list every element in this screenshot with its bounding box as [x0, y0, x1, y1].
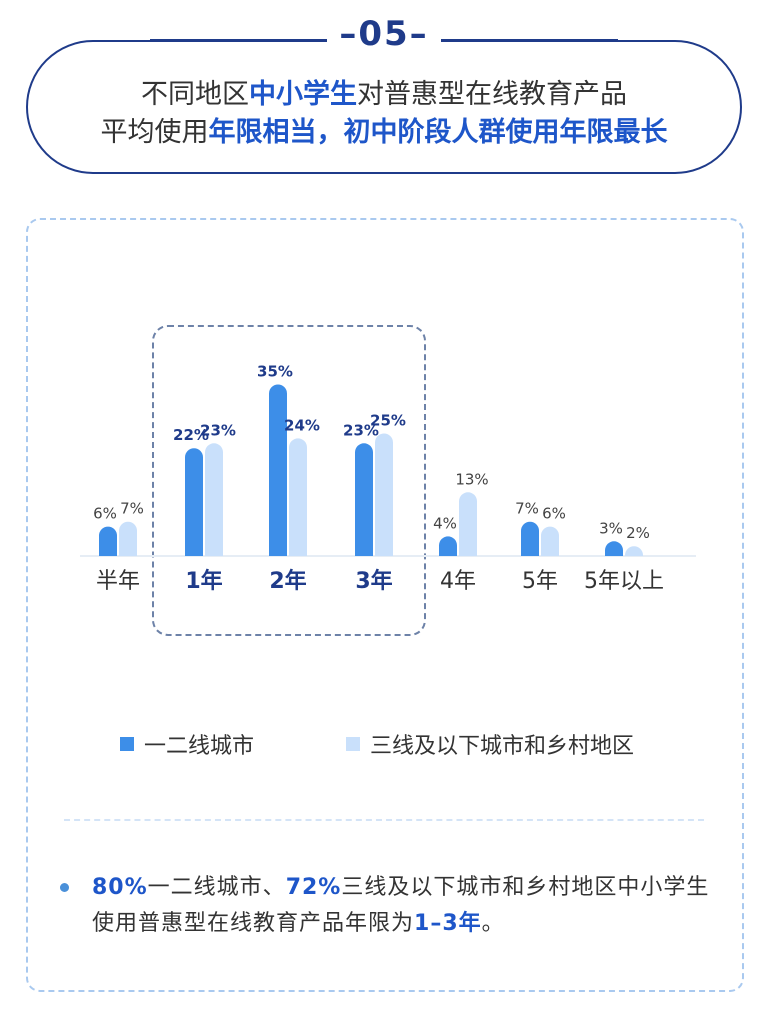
bar-series2-5: [541, 526, 559, 556]
bar-series2-1: [205, 443, 223, 556]
x-tick-label-3: 3年: [355, 568, 392, 594]
bar-series2-2: [289, 438, 307, 556]
legend-swatch-series2: [346, 737, 360, 751]
x-tick-label-1: 1年: [185, 568, 222, 594]
divider: [64, 819, 704, 821]
x-tick-label-6: 5年以上: [584, 569, 664, 594]
legend-item-series1: 一二线城市: [120, 728, 254, 760]
title-frame: [26, 40, 742, 174]
legend-swatch-series1: [120, 737, 134, 751]
bar-series2-3: [375, 433, 393, 556]
bar-series2-0: [119, 521, 137, 556]
bar-series2-6: [625, 546, 643, 556]
x-tick-label-0: 半年: [96, 569, 140, 594]
data-label-series1-6: 3%: [599, 519, 623, 537]
data-label-series1-0: 6%: [93, 505, 117, 523]
x-tick-label-2: 2年: [269, 568, 306, 594]
bar-series1-0: [99, 526, 117, 556]
title-line-1: 不同地区中小学生对普惠型在线教育产品: [141, 79, 627, 110]
bar-series1-3: [355, 443, 373, 556]
data-label-series2-4: 13%: [455, 470, 488, 488]
x-tick-label-5: 5年: [522, 569, 558, 594]
data-label-series2-0: 7%: [120, 500, 144, 518]
bar-series1-6: [605, 541, 623, 556]
data-label-series1-5: 7%: [515, 500, 539, 518]
legend-item-series2: 三线及以下城市和乡村地区: [346, 728, 634, 760]
highlight-range-box: [152, 325, 426, 636]
data-label-series2-2: 24%: [284, 416, 320, 434]
data-label-series2-1: 23%: [200, 421, 236, 439]
x-tick-label-4: 4年: [440, 569, 476, 594]
bar-series1-2: [269, 384, 287, 556]
bar-series1-1: [185, 448, 203, 556]
data-label-series1-1: 22%: [173, 426, 209, 444]
data-label-series1-4: 4%: [433, 514, 457, 532]
chart-legend: 一二线城市 三线及以下城市和乡村地区: [0, 728, 768, 760]
bar-series1-4: [439, 536, 457, 556]
chart-panel: [26, 218, 744, 992]
title-line-2: 平均使用年限相当，初中阶段人群使用年限最长: [100, 117, 668, 148]
data-label-series1-3: 23%: [343, 421, 379, 439]
bullet-dot: [60, 883, 69, 892]
page-title: 不同地区中小学生对普惠型在线教育产品 平均使用年限相当，初中阶段人群使用年限最长: [26, 76, 742, 152]
bar-series1-5: [521, 521, 539, 556]
data-label-series2-3: 25%: [370, 412, 406, 430]
conclusion-note: 80%一二线城市、72%三线及以下城市和乡村地区中小学生使用普惠型在线教育产品年…: [92, 875, 710, 936]
data-label-series2-5: 6%: [542, 505, 566, 523]
bar-series2-4: [459, 492, 477, 556]
data-label-series2-6: 2%: [626, 524, 650, 542]
section-number: –05–: [0, 14, 768, 54]
data-label-series1-2: 35%: [257, 363, 293, 381]
